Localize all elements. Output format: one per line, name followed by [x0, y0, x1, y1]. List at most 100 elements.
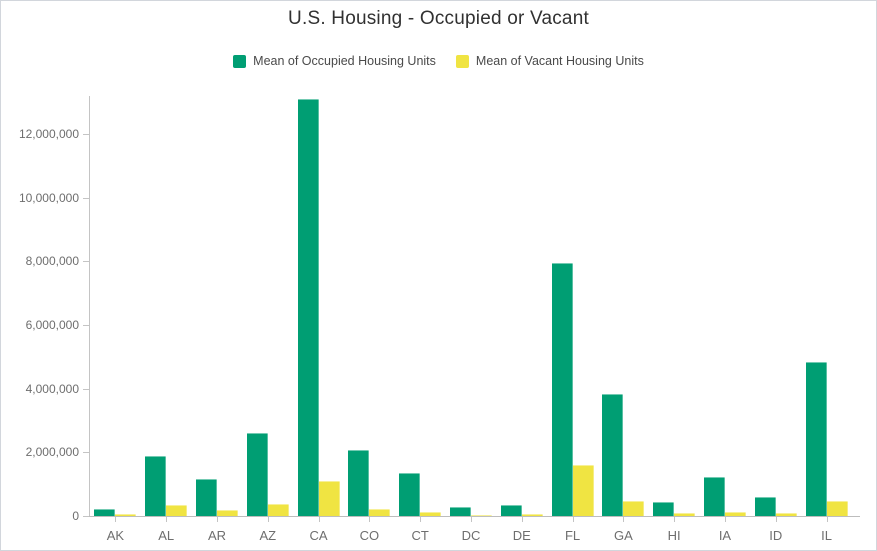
- x-tick-mark: [166, 517, 168, 522]
- y-tick-label: 2,000,000: [25, 445, 79, 460]
- x-tick-mark: [216, 517, 218, 522]
- y-tick-label: 10,000,000: [18, 190, 79, 205]
- category-slot-hi: HI: [649, 96, 700, 543]
- bar-vacant-il[interactable]: [826, 501, 848, 516]
- x-tick-label-ga: GA: [613, 528, 633, 543]
- bar-occupied-ca[interactable]: [297, 99, 319, 516]
- x-tick-mark: [420, 517, 422, 522]
- bar-occupied-fl[interactable]: [551, 263, 573, 516]
- y-tick-mark: [83, 452, 89, 454]
- y-tick-mark: [83, 516, 89, 517]
- x-tick-label-dc: DC: [461, 528, 481, 543]
- category-slot-ca: CA: [293, 96, 344, 543]
- category-slot-ct: CT: [395, 96, 446, 543]
- category-slot-ar: AR: [192, 96, 243, 543]
- category-slot-de: DE: [496, 96, 547, 543]
- bar-vacant-dc[interactable]: [470, 515, 492, 516]
- category-slot-ak: AK: [90, 96, 141, 543]
- bar-occupied-id[interactable]: [754, 497, 776, 516]
- plot-area: AK AL AR AZ CA CO CT DC DE FL GA HI IA ID IL: [90, 96, 852, 543]
- category-slot-ia: IA: [700, 96, 751, 543]
- bar-occupied-il[interactable]: [805, 362, 827, 516]
- x-tick-label-ar: AR: [207, 528, 227, 543]
- bar-vacant-fl[interactable]: [572, 465, 594, 516]
- bar-vacant-az[interactable]: [267, 504, 289, 516]
- y-tick-mark: [83, 261, 89, 263]
- bar-occupied-al[interactable]: [145, 456, 167, 516]
- bar-vacant-co[interactable]: [369, 509, 391, 516]
- category-slot-il: IL: [801, 96, 852, 543]
- y-tick-label: 0: [72, 509, 79, 523]
- x-tick-label-id: ID: [769, 528, 783, 543]
- bar-occupied-co[interactable]: [348, 450, 370, 516]
- bar-occupied-ak[interactable]: [94, 509, 116, 516]
- legend: Mean of Occupied Housing Units Mean of V…: [1, 54, 876, 68]
- x-tick-label-ct: CT: [411, 528, 429, 543]
- category-slot-co: CO: [344, 96, 395, 543]
- x-tick-mark: [775, 517, 777, 522]
- x-tick-mark: [623, 517, 625, 522]
- bar-vacant-ga[interactable]: [623, 501, 645, 516]
- x-tick-label-de: DE: [512, 528, 531, 543]
- y-tick-mark: [83, 325, 89, 327]
- y-tick-label: 8,000,000: [25, 254, 79, 269]
- category-slot-dc: DC: [446, 96, 497, 543]
- bar-occupied-ar[interactable]: [195, 479, 217, 516]
- y-tick-label: 6,000,000: [25, 318, 79, 333]
- x-tick-label-fl: FL: [564, 528, 581, 543]
- y-axis-line: [89, 96, 90, 517]
- y-tick-mark: [83, 388, 89, 390]
- chart-title: U.S. Housing - Occupied or Vacant: [288, 8, 589, 29]
- x-tick-label-ak: AK: [106, 528, 125, 543]
- x-tick-label-al: AL: [158, 528, 175, 543]
- legend-label-occupied: Mean of Occupied Housing Units: [253, 54, 436, 68]
- bar-vacant-ak[interactable]: [115, 514, 137, 516]
- bar-vacant-hi[interactable]: [674, 513, 696, 516]
- bar-occupied-de[interactable]: [500, 505, 522, 516]
- x-tick-mark: [674, 517, 676, 522]
- legend-item-vacant[interactable]: Mean of Vacant Housing Units: [455, 54, 644, 68]
- x-tick-mark: [115, 517, 117, 522]
- bar-vacant-ia[interactable]: [724, 512, 746, 516]
- x-tick-mark: [724, 517, 726, 522]
- x-tick-label-az: AZ: [259, 528, 277, 543]
- bar-occupied-hi[interactable]: [653, 502, 675, 516]
- legend-swatch-vacant-icon: [455, 54, 469, 68]
- bar-occupied-ct[interactable]: [399, 473, 421, 516]
- x-tick-label-hi: HI: [667, 528, 681, 543]
- x-tick-label-il: IL: [821, 528, 832, 543]
- y-tick-mark: [83, 197, 89, 199]
- x-tick-label-ia: IA: [718, 528, 732, 543]
- legend-swatch-occupied-icon: [233, 54, 247, 68]
- bar-vacant-al[interactable]: [166, 505, 188, 516]
- x-tick-mark: [572, 517, 574, 522]
- bar-vacant-ar[interactable]: [216, 510, 238, 516]
- x-tick-mark: [826, 517, 828, 522]
- x-axis-line: [89, 516, 860, 517]
- category-slot-fl: FL: [547, 96, 598, 543]
- category-slot-al: AL: [141, 96, 192, 543]
- y-tick-label: 4,000,000: [25, 381, 79, 396]
- category-slot-az: AZ: [242, 96, 293, 543]
- y-tick-mark: [83, 134, 89, 136]
- x-tick-mark: [318, 517, 320, 522]
- bar-vacant-ca[interactable]: [318, 481, 340, 516]
- bar-vacant-de[interactable]: [521, 514, 543, 516]
- x-tick-mark: [267, 517, 269, 522]
- legend-item-occupied[interactable]: Mean of Occupied Housing Units: [233, 54, 436, 68]
- bar-occupied-az[interactable]: [246, 433, 268, 516]
- bar-occupied-ia[interactable]: [703, 477, 725, 516]
- bar-occupied-dc[interactable]: [449, 507, 471, 516]
- category-slot-ga: GA: [598, 96, 649, 543]
- y-tick-label: 12,000,000: [18, 127, 79, 142]
- x-tick-mark: [521, 517, 523, 522]
- category-slot-id: ID: [750, 96, 801, 543]
- x-tick-label-ca: CA: [309, 528, 328, 543]
- x-tick-mark: [369, 517, 371, 522]
- legend-label-vacant: Mean of Vacant Housing Units: [475, 54, 644, 68]
- x-tick-label-co: CO: [359, 528, 380, 543]
- bar-vacant-id[interactable]: [775, 513, 797, 516]
- bar-vacant-ct[interactable]: [420, 512, 442, 516]
- bar-occupied-ga[interactable]: [602, 394, 624, 516]
